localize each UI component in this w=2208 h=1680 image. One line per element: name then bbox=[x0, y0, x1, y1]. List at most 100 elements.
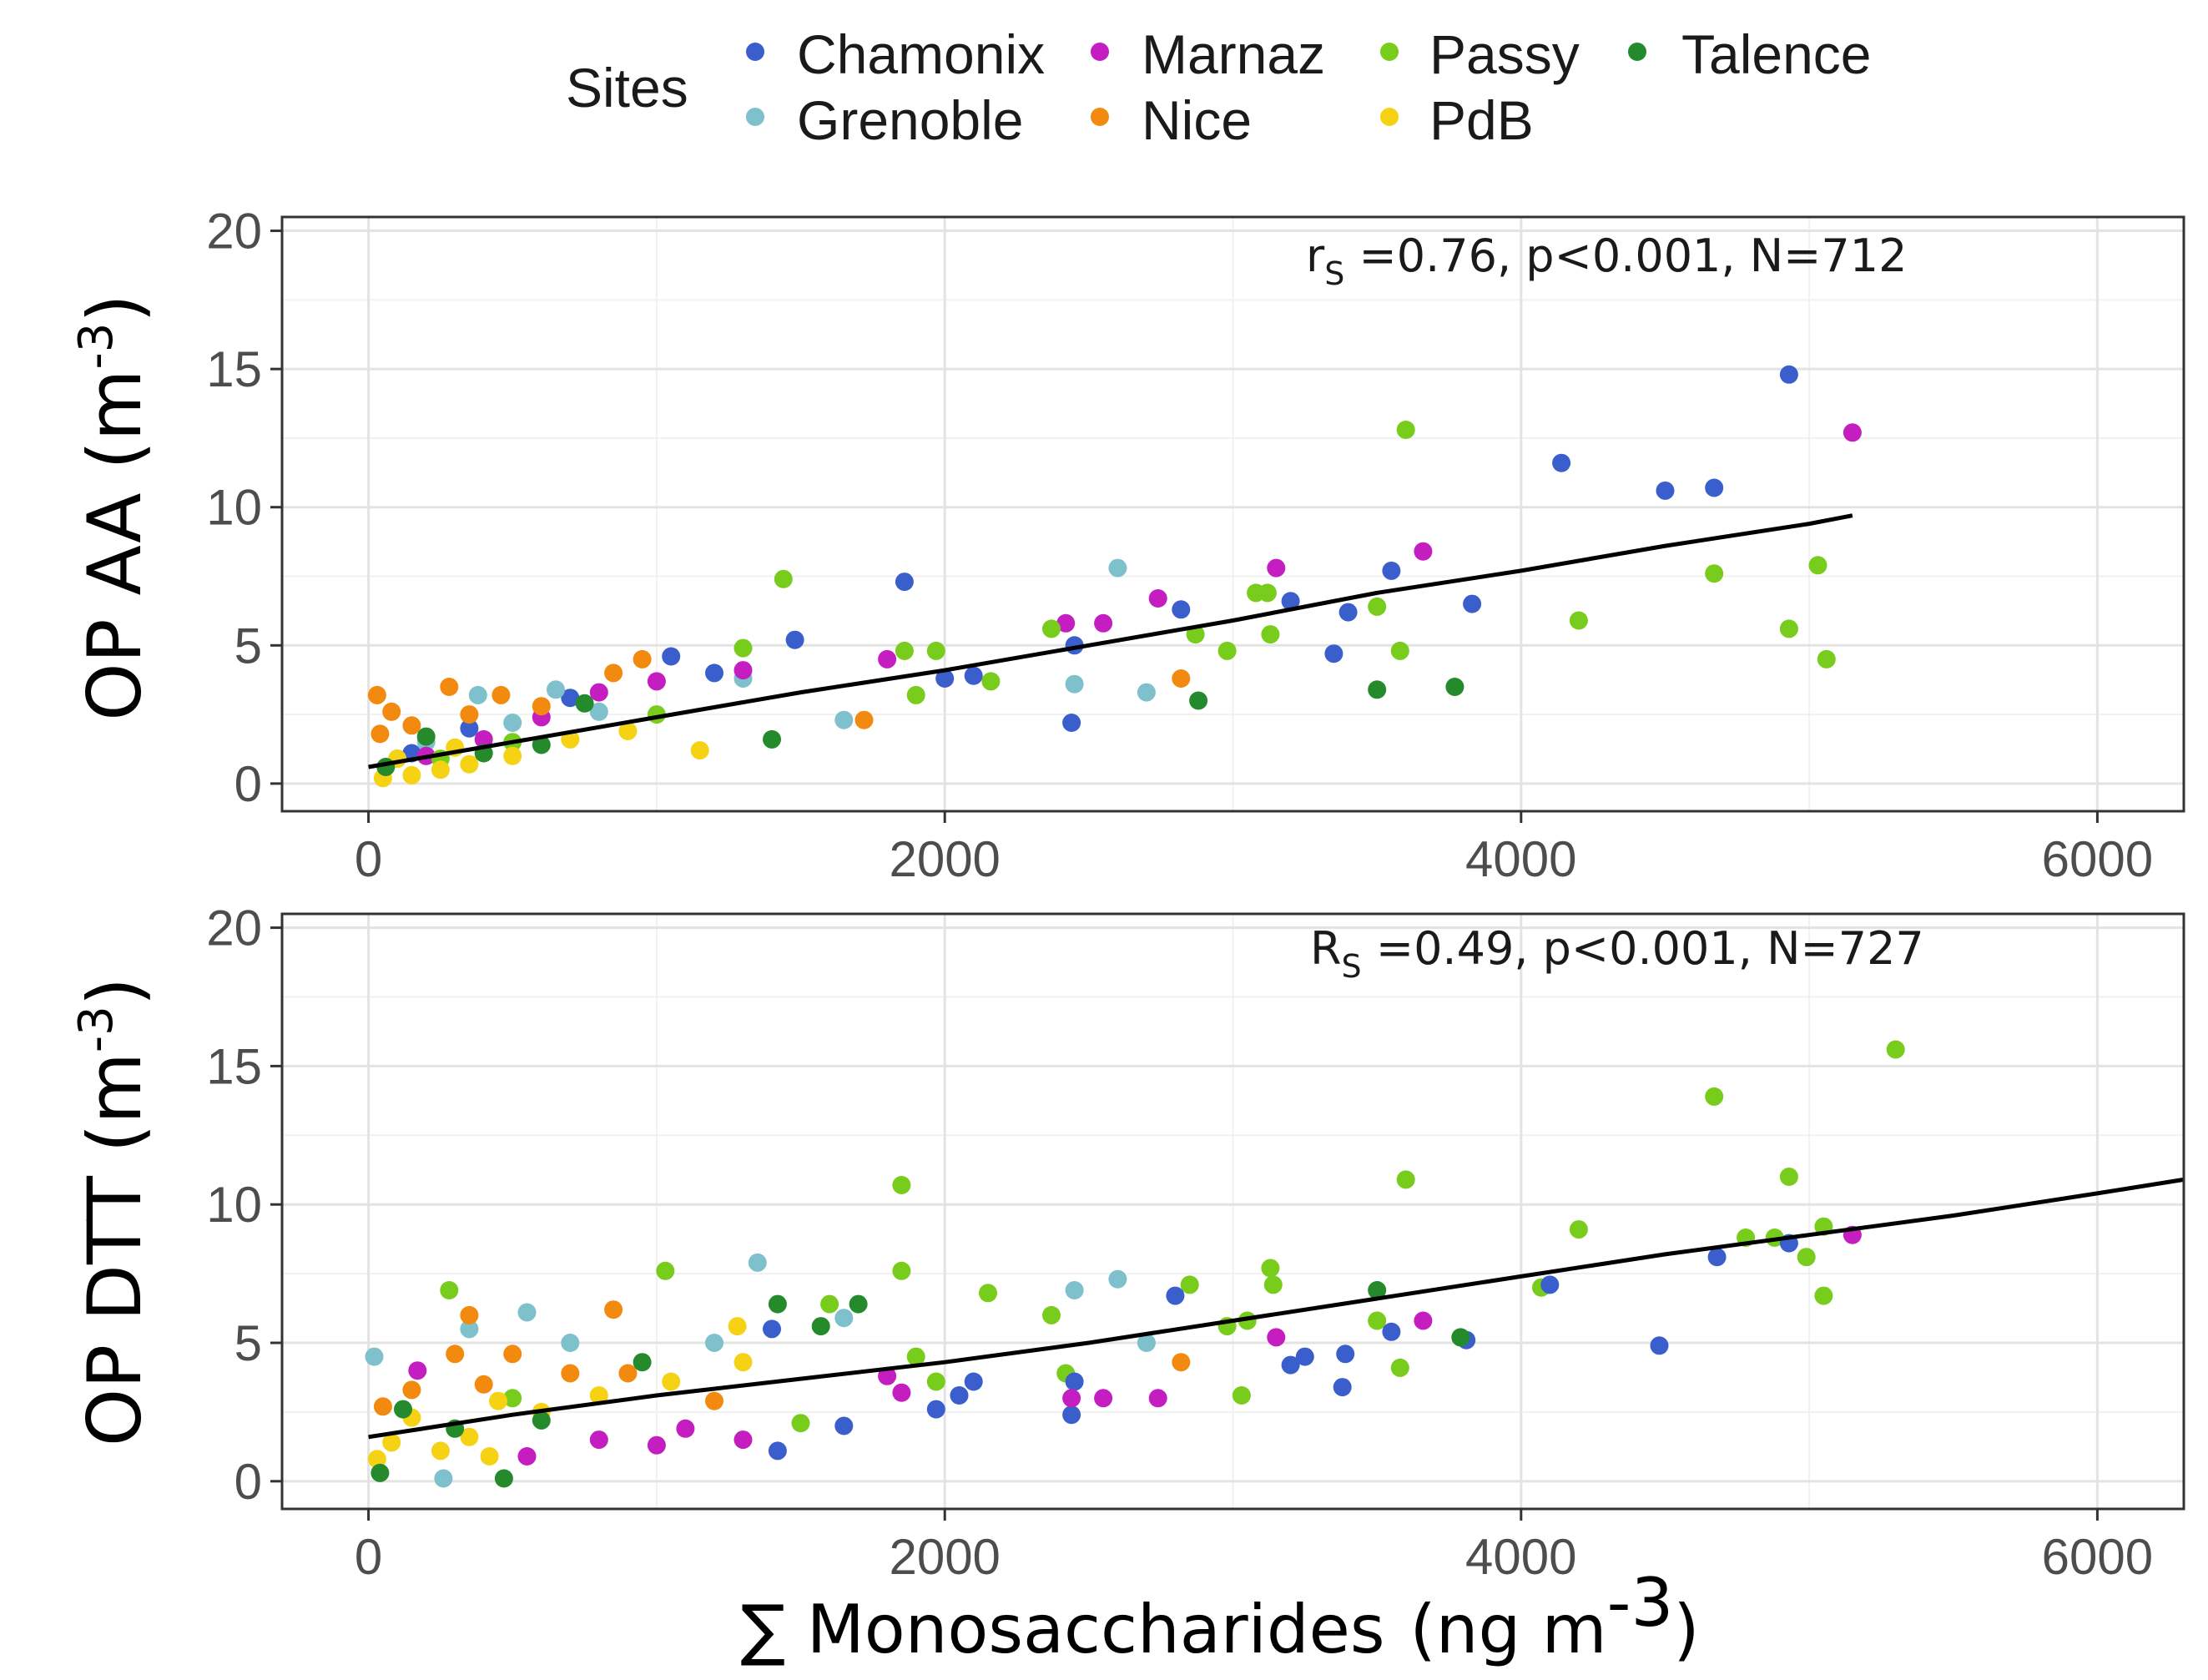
point-nice bbox=[446, 1345, 465, 1364]
point-passy bbox=[926, 641, 945, 660]
legend-key-pdb bbox=[1380, 108, 1399, 126]
point-grenoble bbox=[365, 1347, 384, 1366]
point-passy bbox=[820, 1294, 839, 1314]
legend: Sites Chamonix Grenoble Marnaz Nice Pass… bbox=[566, 23, 1872, 151]
legend-key-chamonix bbox=[746, 43, 764, 61]
point-nice bbox=[382, 702, 401, 721]
legend-key-passy bbox=[1380, 43, 1399, 61]
point-marnaz bbox=[1414, 1311, 1433, 1330]
point-pdb bbox=[589, 1386, 608, 1405]
point-nice bbox=[474, 1375, 493, 1394]
point-passy bbox=[1705, 1087, 1724, 1106]
point-passy bbox=[1261, 1259, 1280, 1278]
legend-label-talence: Talence bbox=[1681, 23, 1872, 85]
point-nice bbox=[440, 678, 459, 696]
point-pdb bbox=[728, 1317, 747, 1336]
point-passy bbox=[906, 685, 925, 704]
point-chamonix bbox=[1065, 1372, 1084, 1391]
x-tick-label: 2000 bbox=[889, 831, 1000, 887]
x-tick-label: 0 bbox=[355, 831, 382, 887]
point-passy bbox=[906, 1347, 925, 1366]
y-tick-label: 5 bbox=[234, 618, 262, 674]
legend-title: Sites bbox=[566, 57, 688, 119]
point-talence bbox=[763, 729, 781, 749]
point-pdb bbox=[402, 765, 421, 785]
point-chamonix bbox=[1382, 561, 1401, 580]
y-axis-title-op-aa: OP AA (m-3) bbox=[69, 294, 158, 720]
x-tick-label: 6000 bbox=[2042, 831, 2153, 887]
point-passy bbox=[1042, 1305, 1061, 1324]
point-passy bbox=[791, 1414, 810, 1433]
point-marnaz bbox=[517, 1447, 537, 1466]
trend-line bbox=[368, 1177, 2185, 1440]
point-chamonix bbox=[1650, 1336, 1669, 1355]
point-marnaz bbox=[892, 1383, 911, 1402]
point-grenoble bbox=[434, 1469, 453, 1488]
x-tick-labels: 0 2000 4000 6000 bbox=[355, 811, 2153, 887]
point-passy bbox=[1368, 597, 1387, 616]
point-talence bbox=[416, 727, 436, 746]
point-pdb bbox=[431, 760, 450, 779]
point-nice bbox=[373, 1397, 392, 1416]
point-grenoble bbox=[460, 1319, 479, 1339]
point-nice bbox=[492, 685, 511, 704]
point-talence bbox=[849, 1294, 868, 1314]
point-talence bbox=[532, 735, 551, 754]
point-grenoble bbox=[517, 1303, 537, 1322]
point-passy bbox=[656, 1261, 675, 1280]
point-chamonix bbox=[1705, 478, 1724, 497]
point-passy bbox=[1396, 1170, 1415, 1189]
point-chamonix bbox=[1707, 1248, 1727, 1267]
point-nice bbox=[705, 1391, 723, 1410]
point-chamonix bbox=[705, 663, 723, 683]
point-chamonix bbox=[1295, 1347, 1314, 1366]
point-passy bbox=[1705, 564, 1724, 583]
point-nice bbox=[604, 1300, 623, 1319]
y-tick-label: 20 bbox=[206, 901, 262, 956]
point-passy bbox=[1886, 1040, 1905, 1059]
point-chamonix bbox=[1382, 1322, 1401, 1341]
point-pdb bbox=[503, 746, 522, 765]
y-tick-label: 15 bbox=[206, 1038, 262, 1094]
point-marnaz bbox=[1267, 558, 1286, 578]
point-marnaz bbox=[676, 1419, 695, 1438]
point-passy bbox=[1569, 611, 1588, 630]
point-grenoble bbox=[1065, 1281, 1084, 1299]
point-passy bbox=[979, 1284, 997, 1303]
point-chamonix bbox=[561, 689, 580, 708]
point-passy bbox=[1180, 1275, 1199, 1294]
point-nice bbox=[618, 1364, 638, 1383]
point-passy bbox=[1263, 1275, 1283, 1294]
y-axis-title-op-dtt: OP DTT (m-3) bbox=[69, 977, 158, 1446]
point-grenoble bbox=[1137, 683, 1156, 702]
point-talence bbox=[1445, 678, 1464, 696]
point-talence bbox=[1368, 680, 1387, 699]
point-chamonix bbox=[1166, 1286, 1185, 1305]
point-talence bbox=[1189, 691, 1208, 710]
point-chamonix bbox=[662, 647, 681, 666]
point-chamonix bbox=[1779, 365, 1798, 384]
point-pdb bbox=[690, 741, 709, 760]
point-talence bbox=[575, 694, 594, 713]
y-tick-label: 15 bbox=[206, 341, 262, 397]
point-marnaz bbox=[733, 1430, 753, 1450]
point-pdb bbox=[618, 722, 638, 740]
point-nice bbox=[371, 724, 390, 744]
y-tick-label: 10 bbox=[206, 480, 262, 536]
point-talence bbox=[1368, 1281, 1387, 1299]
point-passy bbox=[503, 1389, 522, 1408]
panel-op-aa: 0 5 10 15 20 0 2000 4000 6000 rS =0.76, p<0.001… bbox=[206, 204, 2185, 887]
point-passy bbox=[733, 638, 753, 658]
x-tick-label: 4000 bbox=[1465, 1529, 1576, 1585]
point-chamonix bbox=[1324, 644, 1343, 663]
point-passy bbox=[1779, 619, 1798, 638]
point-talence bbox=[394, 1400, 412, 1419]
point-talence bbox=[494, 1469, 513, 1488]
point-chamonix bbox=[1552, 453, 1571, 472]
legend-label-passy: Passy bbox=[1429, 23, 1580, 85]
point-nice bbox=[633, 649, 652, 668]
point-talence bbox=[1451, 1328, 1470, 1347]
point-marnaz bbox=[408, 1361, 427, 1380]
y-tick-label: 10 bbox=[206, 1177, 262, 1233]
